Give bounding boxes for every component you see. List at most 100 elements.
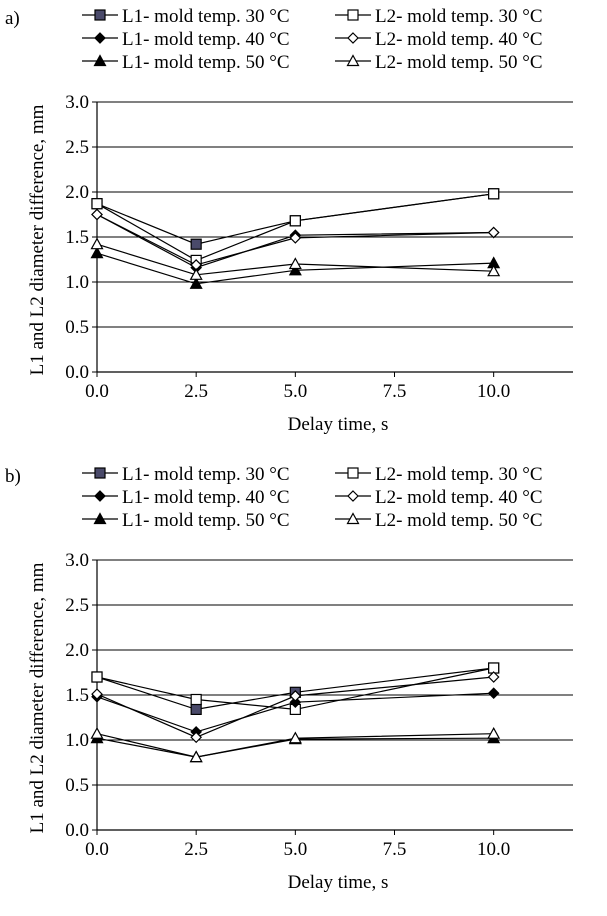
x-axis-label-b: Delay time, s xyxy=(288,872,389,893)
y-tick-label-b-6: 3.0 xyxy=(65,550,89,571)
data-point-a-3-0 xyxy=(91,208,103,221)
series-b xyxy=(90,662,501,763)
data-point-b-2-3 xyxy=(487,687,500,700)
data-point-a-4-2 xyxy=(288,263,302,276)
legend-entry-b-5: L2- mold temp. 50 °C xyxy=(335,510,543,531)
y-axis-label-a: L1 and L2 diameter difference, mm xyxy=(27,104,48,375)
series-line-b-3 xyxy=(96,676,494,738)
legend-label-b-2: L1- mold temp. 40 °C xyxy=(122,487,290,508)
legend-label-a-4: L1- mold temp. 50 °C xyxy=(122,52,290,73)
data-point-b-5-1 xyxy=(189,750,203,763)
legend-entry-a-4: L1- mold temp. 50 °C xyxy=(82,52,290,73)
data-point-b-3-1 xyxy=(190,731,203,744)
series-line-a-1 xyxy=(96,193,494,262)
data-point-a-3-3 xyxy=(487,226,500,239)
legend-entry-a-1: L2- mold temp. 30 °C xyxy=(335,6,543,27)
series-line-a-5 xyxy=(96,243,494,276)
data-point-a-0-1 xyxy=(190,238,202,250)
data-point-a-1-2 xyxy=(289,215,301,227)
series-line-a-4 xyxy=(96,252,494,285)
plot-area-b: 0.0 0.5 1.0 1.5 2.0 2.5 3.0 0.0 2.5 5.0 7.5 10.0 xyxy=(65,550,573,860)
data-point-a-3-2 xyxy=(289,232,302,244)
chart-panel-b: b) L1- mold temp. 30 °C L2- mold temp. 30… xyxy=(0,458,607,916)
y-tick-label-a-6: 3.0 xyxy=(65,92,89,113)
y-tick-label-b-4: 2.0 xyxy=(65,640,89,661)
series-a-4 xyxy=(90,246,501,289)
legend-entry-b-1: L2- mold temp. 30 °C xyxy=(335,464,543,485)
x-tick-label-b-1: 2.5 xyxy=(184,839,208,860)
panel-label-b: b) xyxy=(5,466,21,487)
legend-marker-b-1 xyxy=(347,467,359,479)
data-point-b-1-0 xyxy=(91,671,103,683)
gridlines-b xyxy=(97,559,573,831)
data-point-b-3-0 xyxy=(91,688,103,700)
legend-label-b-3: L2- mold temp. 40 °C xyxy=(375,487,543,508)
legend-marker-a-2 xyxy=(94,32,106,44)
series-line-b-5 xyxy=(96,733,494,758)
legend-marker-a-5 xyxy=(346,54,360,67)
legend-entry-b-4: L1- mold temp. 50 °C xyxy=(82,510,290,531)
y-tick-label-b-2: 1.0 xyxy=(65,730,89,751)
data-point-b-3-3 xyxy=(487,671,500,683)
y-tick-label-b-1: 0.5 xyxy=(65,775,89,796)
chart-panel-a: a) L1- mold temp. 30 °C L2- mold temp. 30… xyxy=(5,6,573,435)
x-tick-label-b-2: 5.0 xyxy=(283,839,307,860)
x-tick-label-b-4: 10.0 xyxy=(477,839,510,860)
legend-marker-b-0 xyxy=(94,467,106,479)
legend-marker-a-1 xyxy=(347,9,359,21)
x-tick-label-a-3: 7.5 xyxy=(383,381,407,402)
y-tick-label-a-4: 2.0 xyxy=(65,182,89,203)
y-tick-label-b-5: 2.5 xyxy=(65,595,89,616)
y-tick-label-a-2: 1.0 xyxy=(65,272,89,293)
legend-entry-b-2: L1- mold temp. 40 °C xyxy=(82,487,290,508)
legend-marker-b-5 xyxy=(346,512,360,525)
axes-b xyxy=(92,559,573,835)
y-tick-label-a-5: 2.5 xyxy=(65,137,89,158)
x-tick-labels-a: 0.0 2.5 5.0 7.5 10.0 xyxy=(85,381,510,402)
series-a-3 xyxy=(91,208,500,271)
legend-label-a-2: L1- mold temp. 40 °C xyxy=(122,29,290,50)
data-point-b-0-1 xyxy=(190,703,202,715)
legend-entry-a-5: L2- mold temp. 50 °C xyxy=(335,52,543,73)
x-tick-label-a-4: 10.0 xyxy=(477,381,510,402)
y-tick-label-a-0: 0.0 xyxy=(65,362,89,383)
data-point-a-5-0 xyxy=(90,237,104,250)
legend-marker-a-4 xyxy=(93,54,107,67)
y-axis-label-b: L1 and L2 diameter difference, mm xyxy=(27,562,48,833)
legend-entry-a-3: L2- mold temp. 40 °C xyxy=(335,29,543,50)
x-tick-label-a-2: 5.0 xyxy=(283,381,307,402)
x-tick-label-a-0: 0.0 xyxy=(85,381,109,402)
legend-label-b-5: L2- mold temp. 50 °C xyxy=(375,510,543,531)
data-point-a-1-3 xyxy=(488,188,500,200)
legend-marker-b-4 xyxy=(93,512,107,525)
plot-area-a: 0.0 0.5 1.0 1.5 2.0 2.5 3.0 0.0 2.5 5.0 7.5 10.0 xyxy=(65,92,573,402)
x-tick-label-b-3: 7.5 xyxy=(383,839,407,860)
data-point-a-4-1 xyxy=(189,277,203,289)
legend-label-a-1: L2- mold temp. 30 °C xyxy=(375,6,543,27)
data-point-b-2-2 xyxy=(289,696,302,709)
panel-label-a: a) xyxy=(5,8,20,29)
legend-marker-b-3 xyxy=(347,490,359,502)
legend-entry-b-0: L1- mold temp. 30 °C xyxy=(82,464,290,485)
x-tick-label-a-1: 2.5 xyxy=(184,381,208,402)
data-point-b-5-0 xyxy=(90,726,104,739)
legend-b: L1- mold temp. 30 °C L2- mold temp. 30 °C… xyxy=(82,464,543,531)
data-point-b-3-2 xyxy=(289,690,302,702)
legend-label-b-0: L1- mold temp. 30 °C xyxy=(122,464,290,485)
data-point-a-5-2 xyxy=(288,257,302,270)
y-tick-labels-b: 0.0 0.5 1.0 1.5 2.0 2.5 3.0 xyxy=(65,550,89,841)
chart-a-svg: a) L1- mold temp. 30 °C L2- mold temp. 30… xyxy=(5,6,573,435)
series-b-3 xyxy=(91,671,500,744)
y-tick-labels-a: 0.0 0.5 1.0 1.5 2.0 2.5 3.0 xyxy=(65,92,89,383)
series-b-5 xyxy=(90,726,501,763)
legend-label-a-0: L1- mold temp. 30 °C xyxy=(122,6,290,27)
y-tick-label-a-3: 1.5 xyxy=(65,227,89,248)
axes-a xyxy=(92,101,573,377)
legend-entry-a-2: L1- mold temp. 40 °C xyxy=(82,29,290,50)
data-point-a-5-1 xyxy=(189,268,203,280)
legend-a: L1- mold temp. 30 °C L2- mold temp. 30 °C… xyxy=(82,6,543,73)
series-line-a-3 xyxy=(96,213,494,266)
chart-b-svg: b) L1- mold temp. 30 °C L2- mold temp. 30… xyxy=(5,464,573,893)
x-axis-label-a: Delay time, s xyxy=(288,414,389,435)
legend-marker-a-3 xyxy=(347,32,359,44)
